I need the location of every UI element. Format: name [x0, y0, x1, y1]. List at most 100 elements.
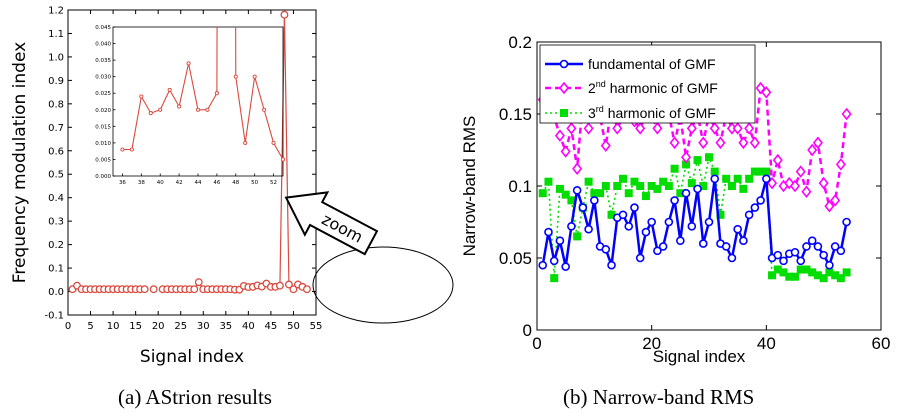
data-point-a [275, 281, 284, 290]
data-point-b [584, 177, 593, 186]
data-point-a [149, 285, 158, 294]
data-point-b [819, 250, 828, 260]
data-point-b [721, 242, 731, 251]
inset-data-point [129, 147, 134, 152]
data-point-b [801, 185, 812, 199]
inset-x-tick-label: 44 [195, 180, 202, 186]
data-point-b [630, 177, 639, 186]
y-tick-label-b: 0.05 [499, 249, 532, 268]
inset-data-point [158, 107, 163, 112]
data-point-b [601, 245, 611, 254]
data-point-b [555, 184, 564, 193]
x-tick-label-a: 10 [107, 321, 120, 332]
data-point-b [641, 227, 651, 237]
data-point-b [572, 186, 582, 195]
inset-y-tick-label: 0.015 [95, 124, 111, 130]
y-axis-label-a: Frequency modulation index [10, 42, 30, 283]
zoom-ellipse [312, 246, 454, 324]
data-point-b [555, 236, 565, 246]
x-tick-label-a: 55 [310, 321, 323, 332]
data-point-b [807, 236, 817, 246]
data-point-b [710, 174, 720, 184]
inset-data-point [195, 107, 201, 112]
y-tick-label-a: 0.9 [48, 76, 64, 87]
data-point-b [544, 177, 553, 186]
x-tick-label-a: 30 [197, 321, 210, 332]
caption-a: (a) AStrion results [118, 385, 272, 409]
data-point-b [739, 236, 748, 246]
y-tick-label-b: 0.15 [499, 105, 532, 124]
data-point-b [842, 268, 851, 277]
legend-entry: 2nd harmonic of GMF [588, 79, 718, 96]
x-tick-label-a: 45 [265, 321, 278, 332]
x-tick-label-b: 20 [642, 334, 661, 353]
data-point-b [705, 153, 713, 162]
data-point-b [722, 174, 731, 183]
x-tick-label-a: 15 [129, 321, 142, 332]
data-point-b [818, 176, 829, 190]
inset-data-point [186, 61, 191, 66]
data-point-b [613, 182, 622, 190]
data-point-b [653, 184, 662, 193]
data-point-b [590, 196, 599, 205]
caption-b: (b) Narrow-band RMS [563, 385, 755, 409]
y-tick-label-a: 0.5 [48, 170, 64, 181]
data-point-b [630, 203, 639, 212]
inset-x-tick-label: 38 [138, 180, 145, 186]
data-point-b [566, 122, 577, 135]
data-point-b [653, 246, 662, 256]
data-point-b [664, 217, 674, 227]
x-axis-label-b: Signal index [653, 347, 746, 366]
data-point-b [618, 210, 628, 220]
zoom-arrow: zoom [284, 191, 379, 256]
inset-y-tick-label: 0.040 [95, 42, 111, 48]
data-point-b [596, 189, 605, 198]
data-point-b [750, 203, 760, 212]
data-point-b [601, 182, 610, 190]
data-point-b [756, 196, 765, 205]
data-point-b [709, 122, 720, 135]
inset-data-point [252, 74, 257, 79]
chart-a: 0 5 10 15 20 25 30 35 40 45 50 55 -0.1 0.0 0.1 0.2 0.3 0.… [10, 6, 454, 367]
inset-chart: 36 38 40 42 44 46 48 50 52 0.000 0.005 0.010 0.015 0.… [95, 25, 286, 186]
data-point-b [687, 222, 697, 231]
data-point-b [824, 199, 835, 213]
data-point-b [841, 107, 852, 121]
legend-b: fundamental of GMF 2nd harmonic of GMF 3rd… [539, 44, 756, 124]
data-point-b [698, 239, 708, 248]
data-point-b [715, 136, 726, 150]
legend-marker [558, 81, 570, 95]
data-point-b [635, 122, 646, 135]
legend-entry: fundamental of GMF [588, 56, 716, 72]
y-tick-label-a: 1.2 [48, 6, 64, 17]
data-point-b [652, 122, 663, 135]
inset-x-tick-label: 36 [119, 180, 126, 186]
legend-box [539, 44, 756, 124]
y-tick-label-b: 0.2 [508, 33, 532, 52]
y-tick-label-a: 0.7 [48, 123, 64, 134]
inset-x-tick-label: 40 [157, 180, 164, 186]
chart-b: 0 20 40 60 0 0.05 0.1 0.15 0.2 Signal index Narrow… [460, 33, 890, 366]
y-tick-label-a: 0.8 [48, 99, 64, 110]
data-point-b [791, 272, 799, 281]
y-axis-label-b: Narrow-band RMS [460, 116, 479, 257]
data-point-b [795, 165, 806, 178]
data-point-b [607, 260, 616, 270]
data-point-b [567, 196, 576, 205]
inset-y-tick-label: 0.000 [95, 174, 111, 180]
data-point-b [830, 242, 840, 251]
data-point-a [190, 285, 199, 294]
data-point-a [194, 278, 203, 287]
data-point-b [693, 156, 702, 165]
inset-frame [112, 26, 284, 177]
inset-y-tick-label: 0.025 [95, 91, 111, 97]
data-point-b [835, 158, 846, 171]
data-point-b [578, 203, 588, 212]
data-point-b [698, 136, 709, 150]
data-point-b [681, 188, 691, 198]
data-point-a [303, 285, 311, 294]
inset-y-tick-label: 0.045 [95, 25, 111, 31]
x-tick-label-a: 0 [65, 321, 71, 332]
data-point-b [647, 217, 656, 227]
